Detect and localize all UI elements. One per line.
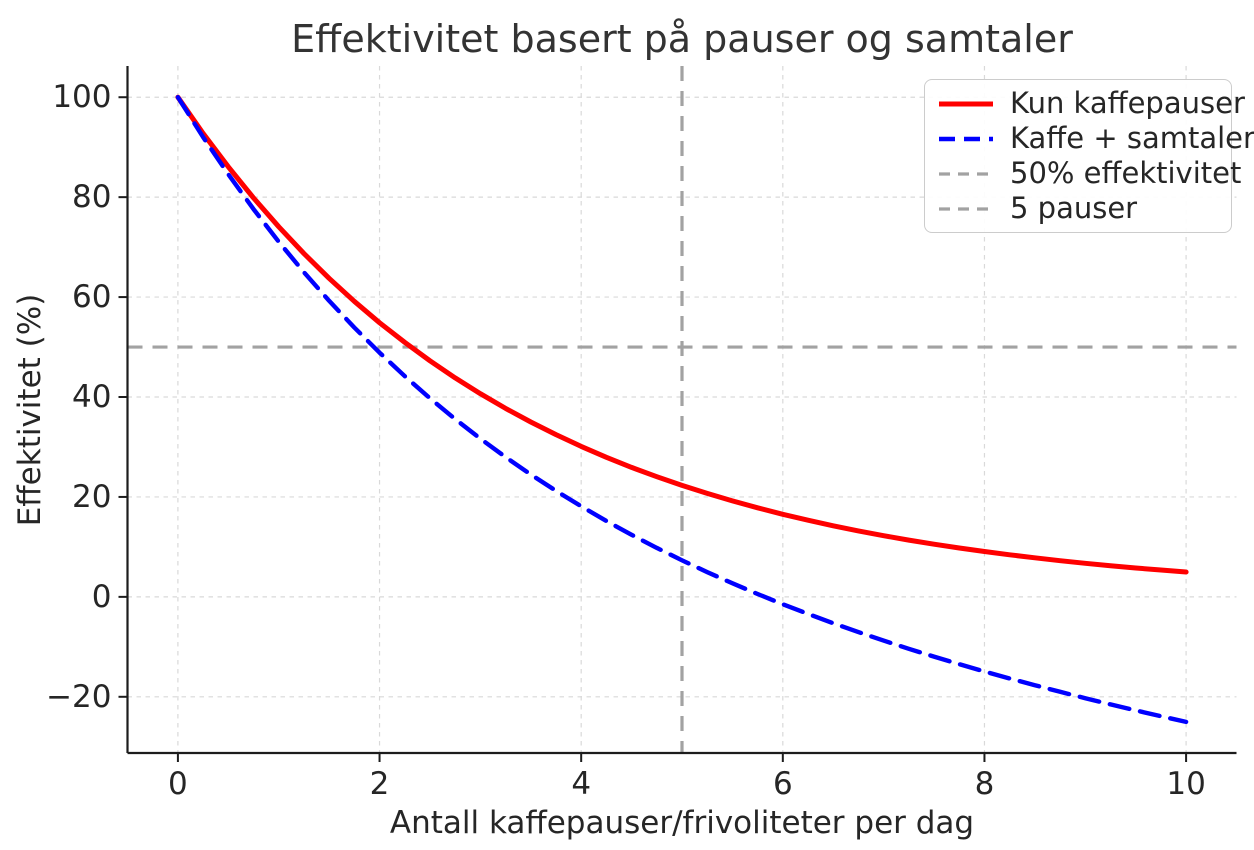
x-tick-label: 8	[975, 766, 995, 802]
series-line	[175, 94, 1189, 725]
legend-item-5-pauser: 5 pauser	[937, 192, 1219, 226]
legend-item-kun-kaffepauser: Kun kaffepauser	[937, 87, 1245, 121]
legend-label: Kaffe + samtaler	[1010, 121, 1254, 155]
grid-layer	[127, 66, 1237, 753]
legend-item-kaffe-samtaler: Kaffe + samtaler	[937, 122, 1254, 156]
red-solid-line-icon	[939, 101, 993, 106]
legend-label: 5 pauser	[1010, 191, 1138, 225]
x-tick-label: 4	[571, 766, 591, 802]
chart-title: Effektivitet basert på pauser og samtale…	[291, 17, 1073, 61]
x-axis-label: Antall kaffepauser/frivoliteter per dag	[390, 805, 974, 841]
legend: Kun kaffepauser Kaffe + samtaler 50% eff…	[924, 79, 1254, 233]
x-tick-label: 10	[1166, 766, 1205, 802]
axes-layer	[118, 66, 1237, 762]
legend-label: Kun kaffepauser	[1010, 86, 1245, 120]
x-tick-label: 6	[773, 766, 793, 802]
legend-item-50-effektivitet: 50% effektivitet	[937, 157, 1241, 191]
x-tick-label: 2	[370, 766, 390, 802]
y-tick-label: 40	[72, 379, 111, 415]
gray-dashed-line-icon	[939, 171, 993, 176]
legend-label: 50% effektivitet	[1010, 156, 1242, 190]
gray-dashed-line-icon	[939, 206, 993, 211]
y-tick-label: 80	[72, 179, 111, 215]
y-tick-label: 100	[52, 79, 111, 115]
blue-dashed-line-icon	[939, 136, 993, 141]
y-tick-label: 0	[92, 579, 112, 615]
tick-labels-layer: 0 2 4 6 8 10 −20 0 20 40 60 80 100	[46, 79, 1206, 802]
series-line	[175, 94, 1189, 575]
reference-lines-layer	[127, 66, 1237, 753]
y-tick-label: −20	[46, 679, 111, 715]
y-axis-label: Effektivitet (%)	[12, 294, 48, 527]
x-tick-label: 0	[168, 766, 188, 802]
series-layer	[175, 94, 1189, 725]
y-tick-label: 60	[72, 279, 111, 315]
y-tick-label: 20	[72, 479, 111, 515]
